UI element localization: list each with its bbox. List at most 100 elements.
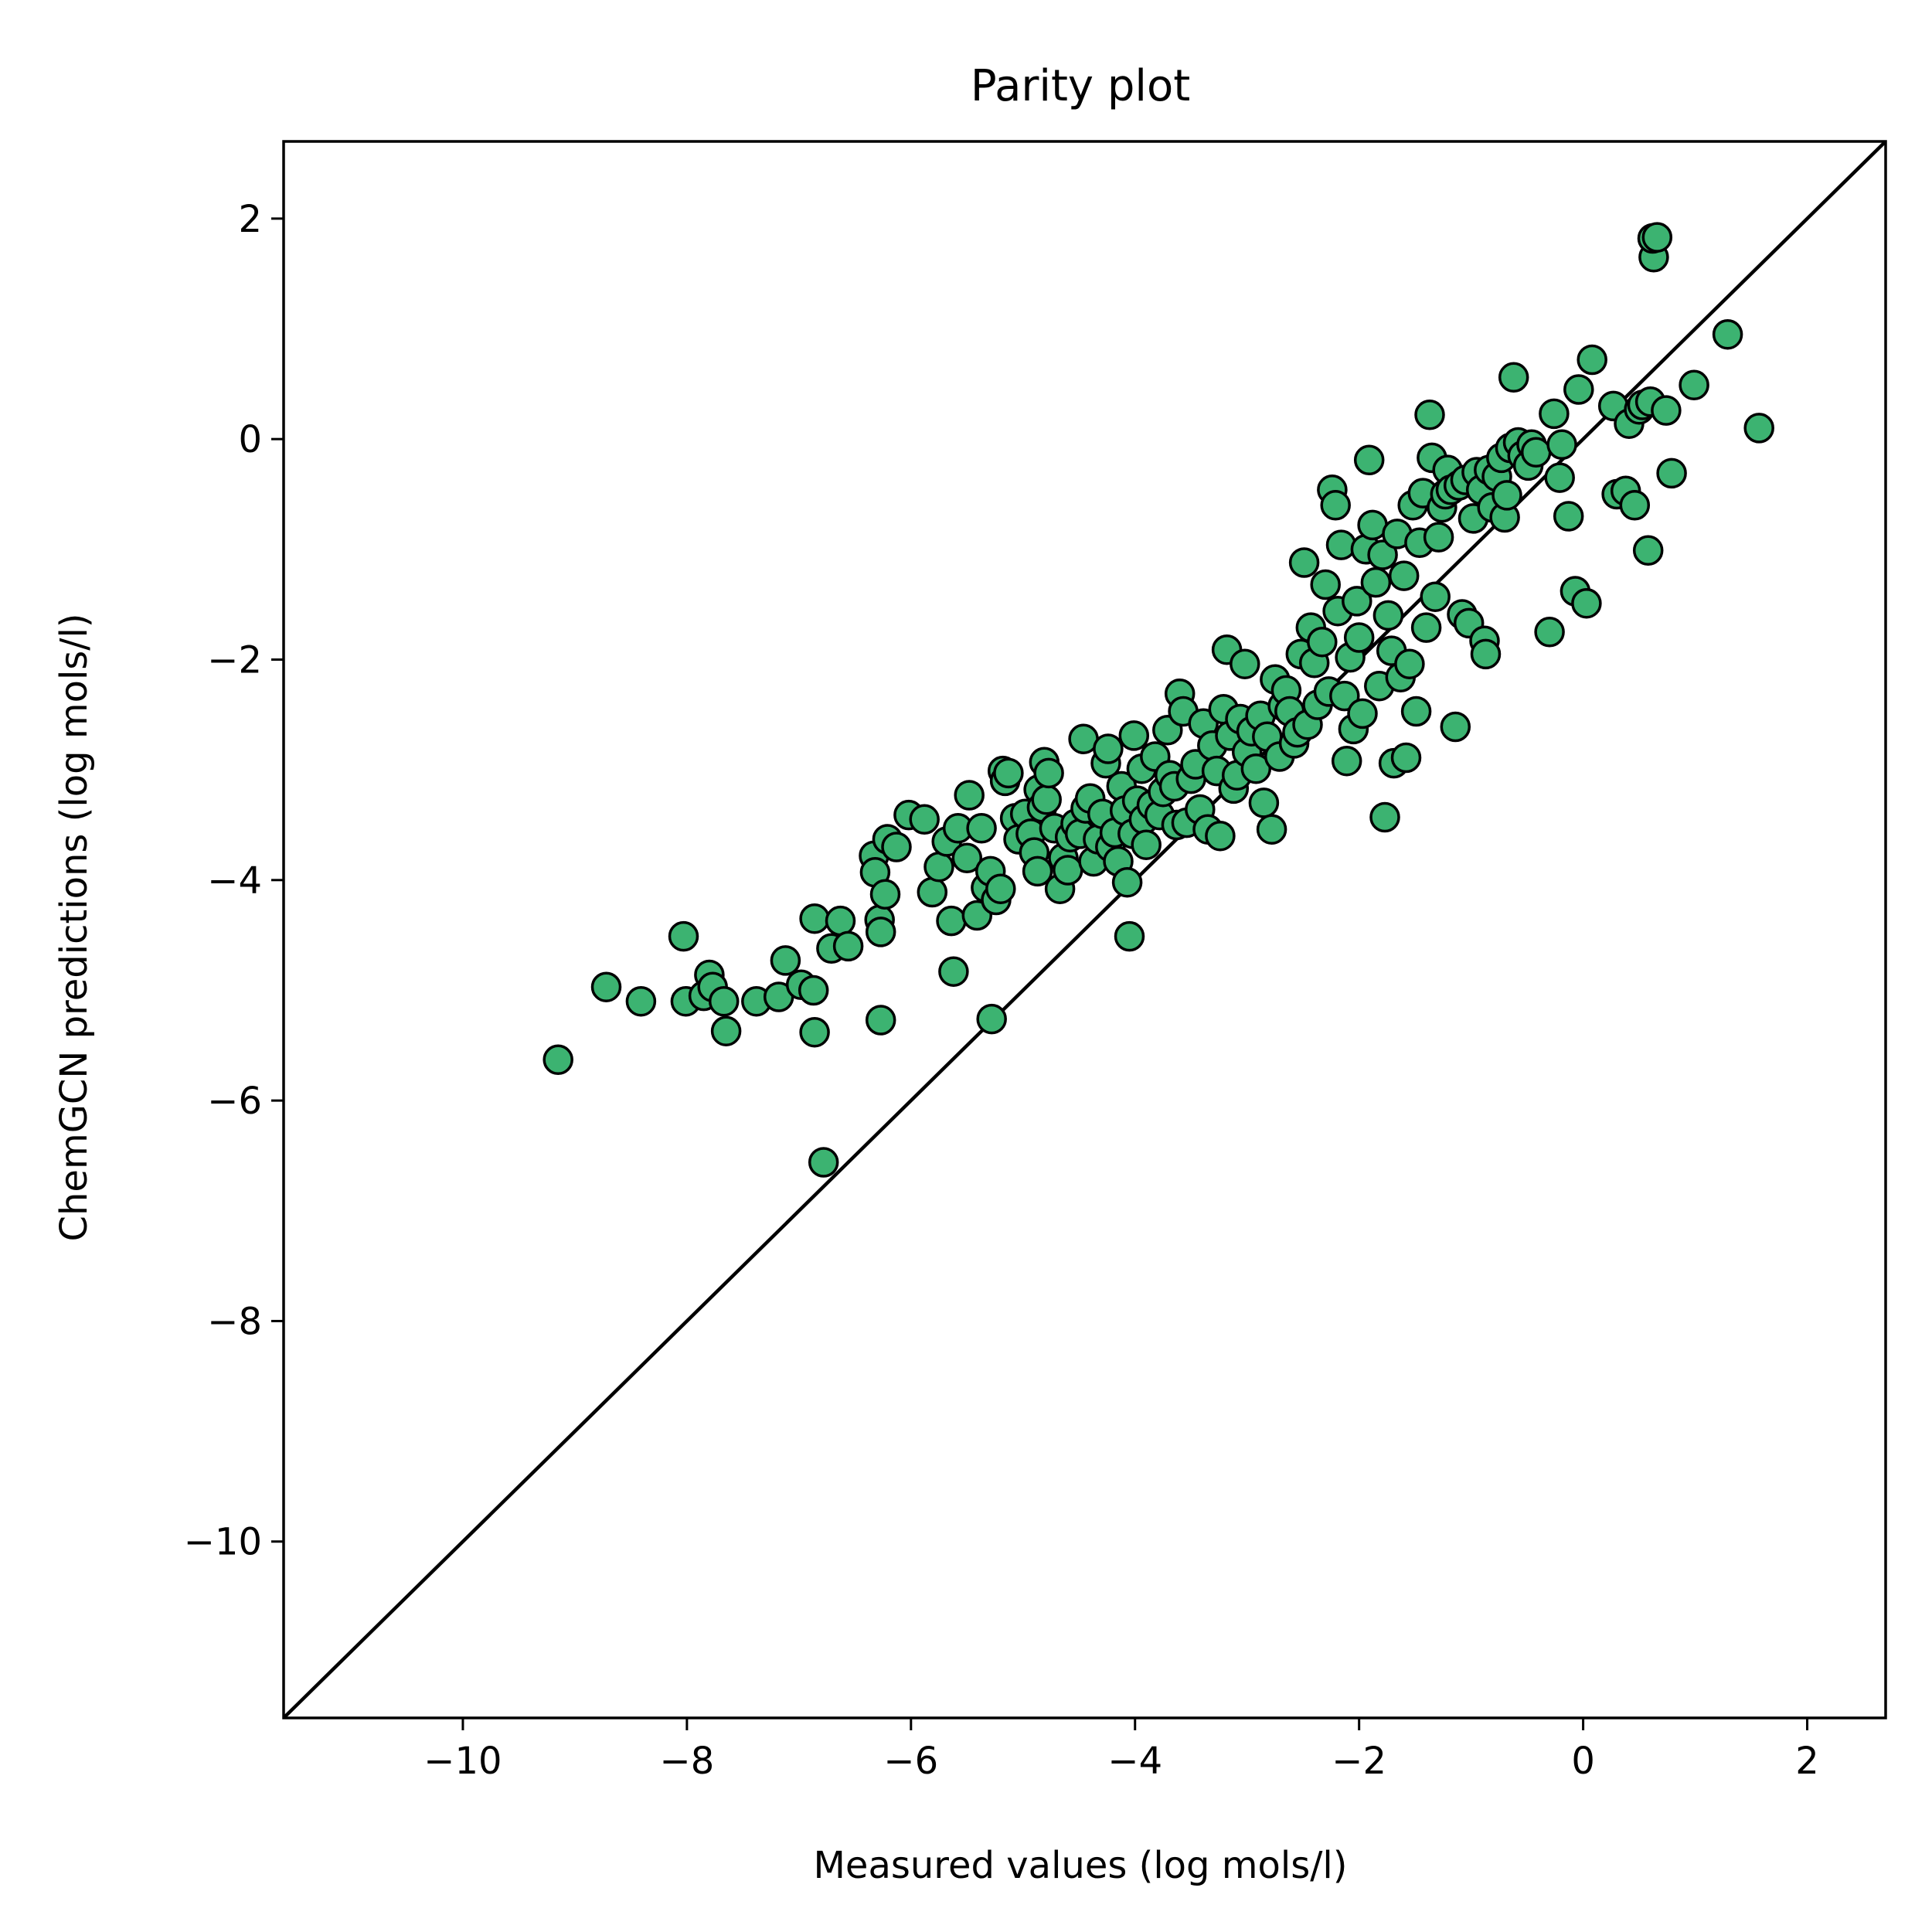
data-point	[1372, 600, 1404, 631]
data-point	[590, 971, 622, 1002]
data-point	[1641, 222, 1673, 253]
data-point	[1205, 820, 1236, 852]
data-point	[1394, 648, 1425, 679]
data-point	[966, 813, 997, 844]
data-point	[1470, 638, 1502, 670]
y-tick-label: 0	[238, 418, 262, 461]
data-point	[1022, 855, 1053, 887]
y-tick-label: −2	[207, 638, 262, 682]
data-point	[1553, 501, 1584, 532]
data-point	[1619, 490, 1651, 521]
data-point	[1118, 720, 1150, 751]
data-point	[668, 920, 699, 952]
data-point	[832, 930, 864, 962]
data-point	[1240, 753, 1272, 784]
data-point	[799, 1016, 830, 1048]
y-tick-label: −6	[207, 1080, 262, 1123]
y-tick-label: −4	[207, 859, 262, 903]
data-point	[1256, 814, 1287, 845]
data-point	[1388, 560, 1420, 591]
data-point	[1033, 757, 1064, 789]
plot-area	[284, 141, 1886, 1718]
data-point	[1353, 444, 1385, 476]
y-axis-label: ChemGCN predictions (log mols/l)	[53, 613, 96, 1241]
x-tick-label: −4	[1107, 1740, 1162, 1783]
data-point	[954, 780, 985, 811]
data-point	[1325, 529, 1357, 560]
data-point	[865, 917, 896, 947]
data-point	[1546, 429, 1577, 461]
data-point	[799, 903, 830, 934]
data-point	[1440, 711, 1471, 743]
data-point	[1712, 318, 1743, 350]
data-point	[1320, 490, 1351, 521]
data-point	[1360, 566, 1392, 598]
data-point	[1679, 369, 1709, 401]
data-point	[1577, 344, 1607, 376]
data-point	[825, 905, 856, 937]
data-point	[1248, 787, 1280, 818]
data-point	[1651, 395, 1682, 426]
data-point	[909, 804, 940, 835]
data-point	[1423, 522, 1454, 553]
x-axis-label: Measured values (log mols/l)	[814, 1844, 1348, 1887]
data-point	[770, 945, 801, 976]
x-tick-label: −10	[423, 1740, 502, 1783]
data-point	[1367, 539, 1398, 570]
data-point	[1307, 626, 1338, 658]
data-point	[917, 876, 948, 908]
x-tick-label: −8	[659, 1740, 714, 1783]
data-point	[865, 1005, 896, 1036]
data-point	[1053, 855, 1083, 886]
data-point	[1329, 680, 1360, 712]
x-tick-label: −6	[883, 1740, 938, 1783]
plot-inner	[284, 141, 1886, 1718]
y-tick-label: −8	[207, 1300, 262, 1343]
data-point	[951, 842, 983, 874]
data-point	[1571, 587, 1602, 619]
data-point	[1656, 457, 1687, 489]
data-point	[1492, 480, 1522, 511]
chart-title: Parity plot	[971, 61, 1190, 111]
data-point	[1534, 617, 1565, 648]
data-point	[1400, 696, 1432, 727]
data-point	[1563, 374, 1594, 405]
x-tick-label: −2	[1332, 1740, 1386, 1783]
data-point	[1331, 745, 1362, 777]
data-point	[1369, 801, 1400, 833]
data-point	[1420, 581, 1451, 612]
data-point	[808, 1147, 839, 1178]
data-point	[1111, 866, 1143, 898]
y-tick-label: −10	[184, 1521, 262, 1564]
data-point	[993, 757, 1024, 789]
data-point	[1498, 362, 1529, 393]
x-tick-label: 2	[1795, 1740, 1819, 1783]
data-point	[710, 1015, 742, 1046]
data-point	[1343, 622, 1375, 653]
data-point	[923, 851, 954, 883]
data-point	[1539, 398, 1570, 430]
data-point	[1414, 400, 1445, 430]
data-point	[985, 873, 1016, 904]
data-point	[1288, 547, 1320, 578]
plot-frame	[282, 140, 1887, 1719]
data-point	[936, 905, 967, 937]
data-point	[1544, 462, 1575, 493]
data-point	[1347, 698, 1378, 730]
x-tick-label: 0	[1571, 1740, 1595, 1783]
data-point	[938, 956, 969, 987]
data-point	[1310, 569, 1341, 600]
data-point	[1632, 535, 1664, 566]
data-point	[1230, 648, 1260, 679]
axes: −10 −8 −6 −4 −2 0 2 −10 −8 −6 −4 −2 0 2	[184, 140, 1887, 1783]
data-point	[1114, 920, 1145, 952]
data-point	[1410, 612, 1442, 643]
data-point	[1390, 742, 1422, 774]
data-point	[1342, 586, 1372, 617]
data-point	[1093, 733, 1124, 764]
data-point	[869, 879, 901, 910]
data-point	[881, 832, 912, 862]
data-point	[798, 975, 829, 1006]
data-point	[1031, 784, 1062, 815]
